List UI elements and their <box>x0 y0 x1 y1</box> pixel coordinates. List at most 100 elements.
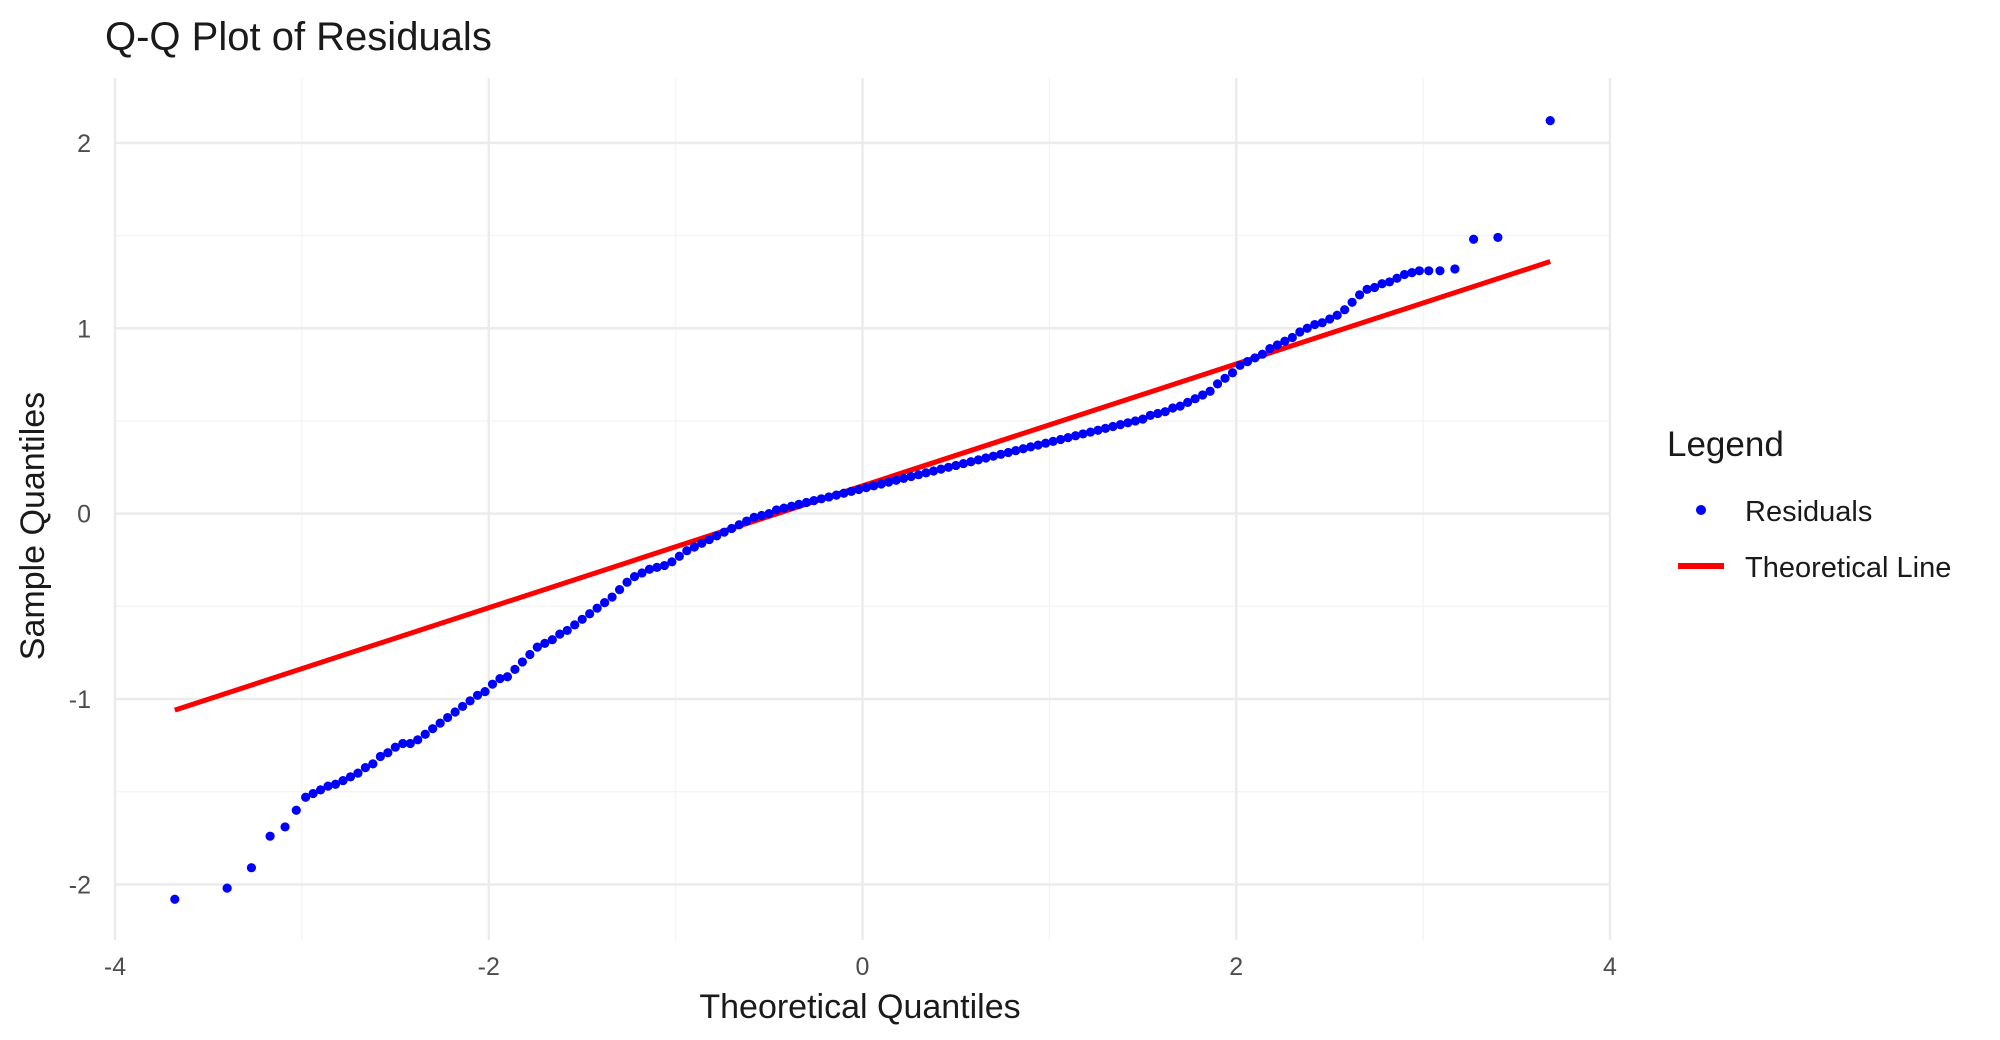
residual-point <box>756 510 767 521</box>
residual-point <box>555 629 565 639</box>
residual-point <box>846 486 856 496</box>
x-axis-ticks: -4 -2 0 2 4 <box>104 953 1617 981</box>
x-tick-label: -4 <box>104 953 126 981</box>
major-gridlines <box>113 78 1612 940</box>
residual-point <box>614 585 625 595</box>
residual-point <box>1160 407 1170 417</box>
residual-point <box>1407 268 1417 278</box>
residual-point <box>435 718 445 728</box>
residual-point <box>1026 442 1036 452</box>
residual-point <box>854 484 864 495</box>
residual-point <box>966 457 976 467</box>
residual-point <box>1242 357 1253 367</box>
residual-point <box>1220 373 1230 383</box>
residual-point <box>1198 390 1208 400</box>
residual-point <box>973 455 983 465</box>
residual-point <box>1354 290 1365 300</box>
residual-point <box>727 523 737 534</box>
residual-point <box>824 492 834 502</box>
residual-point <box>652 562 662 572</box>
residual-point <box>1414 266 1424 276</box>
residual-point <box>749 512 759 522</box>
residual-point <box>480 686 490 697</box>
residual-point <box>988 451 998 461</box>
residual-point <box>1227 368 1238 378</box>
residual-point <box>891 475 901 485</box>
residual-point <box>170 894 180 904</box>
residual-point <box>1287 332 1297 343</box>
residual-point <box>390 742 400 752</box>
residual-point <box>906 471 916 482</box>
residual-point <box>1340 305 1350 315</box>
residual-point <box>1063 433 1073 443</box>
residual-point <box>585 609 595 619</box>
residual-point <box>1175 401 1185 411</box>
residual-point <box>1085 427 1096 437</box>
y-tick-label: -1 <box>69 686 91 714</box>
residual-point <box>742 516 752 526</box>
residual-point <box>428 724 438 734</box>
residual-point <box>839 488 849 498</box>
residual-point <box>532 642 542 652</box>
residual-point <box>928 466 939 476</box>
residual-point <box>674 551 684 561</box>
residual-point <box>1145 410 1155 420</box>
residual-point <box>794 499 804 509</box>
residual-point <box>1450 264 1460 274</box>
residual-point <box>465 696 475 706</box>
residual-point <box>1384 277 1395 287</box>
legend-label-theoretical-line: Theoretical Line <box>1745 552 1951 584</box>
residual-point <box>1435 266 1445 276</box>
residual-point <box>861 483 871 493</box>
residual-point <box>996 449 1006 459</box>
residual-point <box>338 775 348 786</box>
residual-point <box>1048 436 1058 446</box>
residual-point <box>1190 394 1200 404</box>
residual-point <box>876 479 886 489</box>
residual-point <box>667 557 677 567</box>
residual-point <box>1011 446 1021 456</box>
residual-point <box>1115 420 1125 430</box>
y-axis-ticks: -2 -1 0 1 2 <box>69 130 91 900</box>
residual-point <box>1468 234 1479 244</box>
residual-point <box>1183 397 1193 408</box>
y-tick-label: 1 <box>77 315 91 343</box>
residual-point <box>1493 232 1503 243</box>
residual-point <box>764 509 774 519</box>
residual-point <box>420 729 430 739</box>
residual-point <box>779 503 789 513</box>
chart-title: Q-Q Plot of Residuals <box>105 15 492 59</box>
residual-point <box>323 781 333 791</box>
residual-point <box>689 542 699 552</box>
residual-point <box>682 546 692 556</box>
residual-point <box>629 572 640 582</box>
residual-point <box>562 625 572 636</box>
residual-point <box>280 822 290 832</box>
legend-label-residuals: Residuals <box>1745 496 1872 528</box>
residual-point <box>734 520 744 530</box>
residual-point <box>1205 386 1215 396</box>
residual-point <box>577 614 587 624</box>
residual-point <box>383 748 393 758</box>
x-tick-label: 2 <box>1229 953 1243 981</box>
residual-point <box>1377 279 1387 289</box>
y-tick-label: 2 <box>77 130 91 158</box>
residual-point <box>510 664 520 674</box>
residual-point <box>1130 416 1140 426</box>
residual-point <box>637 568 647 578</box>
residual-point <box>771 505 782 515</box>
residual-point <box>1369 282 1380 293</box>
residual-point <box>943 462 954 472</box>
residual-point <box>884 477 894 487</box>
legend: Legend Residuals Theoretical Line <box>1667 425 1951 584</box>
residual-point <box>1545 116 1555 126</box>
residual-point <box>921 468 931 478</box>
residual-point <box>936 464 946 474</box>
residual-point <box>1018 444 1028 454</box>
residual-point <box>1317 318 1327 328</box>
residual-point <box>801 497 812 508</box>
residual-point <box>786 501 797 511</box>
residual-point <box>981 453 991 463</box>
residual-point <box>1332 310 1342 320</box>
legend-title: Legend <box>1667 425 1784 464</box>
